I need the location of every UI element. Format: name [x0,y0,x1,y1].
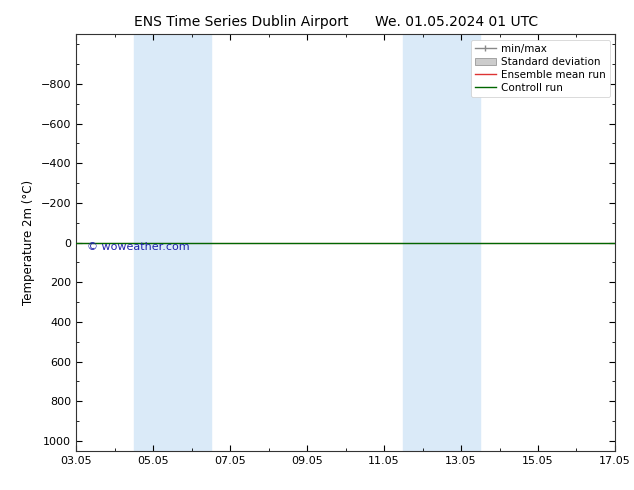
Bar [134,34,210,451]
Text: © woweather.com: © woweather.com [87,242,190,252]
Text: ENS Time Series Dublin Airport: ENS Time Series Dublin Airport [134,15,348,29]
Legend: min/max, Standard deviation, Ensemble mean run, Controll run: min/max, Standard deviation, Ensemble me… [470,40,610,97]
Bar [403,34,480,451]
Y-axis label: Temperature 2m (°C): Temperature 2m (°C) [22,180,35,305]
Text: We. 01.05.2024 01 UTC: We. 01.05.2024 01 UTC [375,15,538,29]
